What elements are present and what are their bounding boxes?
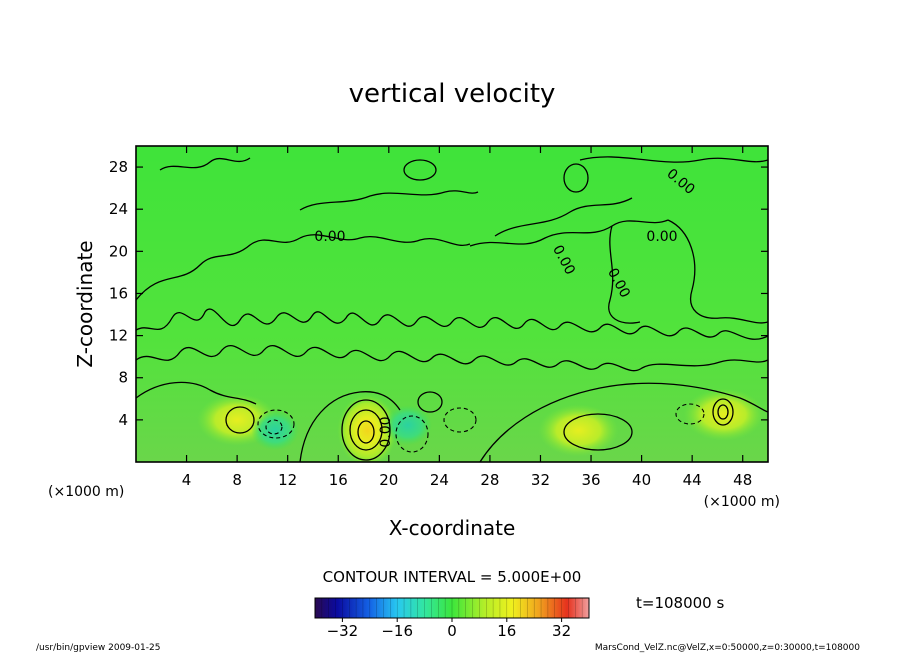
- y-axis-label: Z-coordinate: [73, 240, 97, 367]
- x-tick-label: 40: [632, 471, 651, 489]
- chart-title: vertical velocity: [349, 79, 556, 109]
- x-tick-label: 32: [531, 471, 550, 489]
- shaded-field: 0.00 0.000.000.000.000.00: [136, 146, 768, 462]
- x-tick-label: 16: [329, 471, 348, 489]
- footer-right: MarsCond_VelZ.nc@VelZ,x=0:50000,z=0:3000…: [595, 643, 860, 653]
- updraft-cell: [337, 394, 398, 462]
- colorbar-divisions: [321, 598, 583, 618]
- contour-label: 0.00: [378, 416, 394, 447]
- colorbar-tick-label: 32: [552, 622, 571, 640]
- y-tick-label: 28: [109, 158, 128, 176]
- x-tick-label: 24: [430, 471, 449, 489]
- y-tick-label: 24: [109, 200, 128, 218]
- y-unit-note: (×1000 m): [48, 484, 124, 500]
- colorbar-ticks: −32 −16 0 16 32: [327, 618, 571, 640]
- updraft-cell: [538, 404, 619, 457]
- y-tick-label: 20: [109, 242, 128, 260]
- y-tick-label: 12: [109, 327, 128, 345]
- x-tick-label: 8: [232, 471, 242, 489]
- contour-interval-text: CONTOUR INTERVAL = 5.000E+00: [323, 568, 582, 586]
- x-unit-note: (×1000 m): [704, 494, 780, 510]
- y-tick-label: 16: [109, 284, 128, 302]
- x-tick-label: 48: [733, 471, 752, 489]
- x-tick-label: 28: [480, 471, 499, 489]
- downdraft-cell: [251, 410, 300, 451]
- colorbar-tick-label: −16: [381, 622, 413, 640]
- contour-lines: [136, 156, 768, 462]
- x-tick-label: 20: [379, 471, 398, 489]
- x-axis-label: X-coordinate: [389, 516, 516, 540]
- x-tick-label: 36: [581, 471, 600, 489]
- colorbar-tick-label: 0: [447, 622, 457, 640]
- colorbar-tick-label: 16: [497, 622, 516, 640]
- contour-label: 0.00: [646, 229, 677, 245]
- x-axis-ticks: 4 8 12 16 20 24 28 32 36 40 44 48: [182, 146, 752, 489]
- time-label: t=108000 s: [636, 594, 724, 612]
- x-tick-label: 4: [182, 471, 192, 489]
- plot-frame: [135, 145, 769, 463]
- x-tick-label: 44: [683, 471, 702, 489]
- colorbar-tick-label: −32: [327, 622, 359, 640]
- y-axis-ticks: 4 8 12 16 20 24 28: [109, 158, 768, 429]
- updraft-cell: [683, 388, 764, 441]
- footer-left: /usr/bin/gpview 2009-01-25: [36, 643, 160, 653]
- y-tick-label: 8: [118, 369, 128, 387]
- contour-label: 0.00: [314, 229, 345, 245]
- x-tick-label: 12: [278, 471, 297, 489]
- y-tick-label: 4: [118, 411, 128, 429]
